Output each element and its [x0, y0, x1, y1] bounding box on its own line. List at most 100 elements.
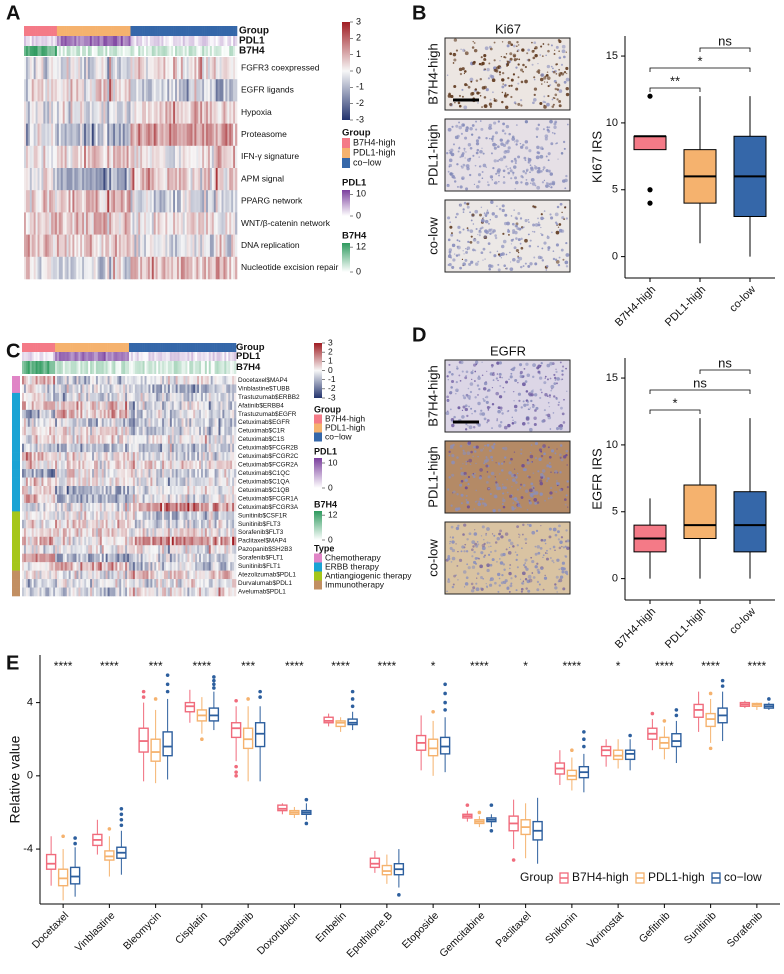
heatmap-cell [206, 234, 209, 258]
heatmap-cell [23, 376, 27, 385]
group-annotation-cell [70, 26, 73, 36]
heatmap-cell [117, 418, 120, 428]
heatmap-cell [84, 392, 87, 402]
heatmap-cell [183, 418, 186, 428]
heatmap-cell [229, 168, 232, 191]
heatmap-cell [169, 409, 173, 419]
heatmap-cell [45, 79, 48, 102]
heatmap-cell [136, 528, 140, 538]
group-annotation-cell [84, 343, 87, 352]
heatmap-cell [87, 234, 91, 258]
heatmap-cell [72, 477, 75, 487]
heatmap-cell [80, 57, 83, 80]
group-annotation-cell [24, 26, 27, 36]
heatmap-cell [142, 443, 145, 453]
heatmap-cell [116, 123, 120, 147]
tissue-texture [534, 223, 539, 227]
heatmap-cell [156, 401, 159, 411]
heatmap-cell [119, 392, 122, 402]
heatmap-cell [173, 426, 176, 436]
heatmap-cell [125, 460, 128, 470]
tissue-texture [565, 174, 568, 178]
heatmap-cell [171, 469, 175, 478]
heatmap-cell [156, 511, 159, 521]
heatmap-cell [68, 426, 71, 436]
heatmap-cell [179, 460, 182, 470]
heatmap-cell [230, 536, 233, 546]
heatmap-cell [150, 536, 153, 546]
pdl1-annotation-cell [138, 352, 141, 361]
heatmap-cell [25, 519, 29, 529]
tissue-texture [560, 152, 564, 155]
heatmap-cell [22, 376, 25, 385]
heatmap-cell [95, 234, 98, 258]
heatmap-cell [222, 502, 225, 512]
heatmap-cell [183, 477, 186, 487]
heatmap-cell [54, 123, 58, 147]
heatmap-cell [134, 234, 137, 258]
heatmap-cell [76, 494, 79, 504]
heatmap-cell [216, 486, 219, 495]
heatmap-cell [152, 494, 155, 504]
heatmap-cell [23, 519, 27, 529]
heatmap-cell [200, 392, 204, 402]
heatmap-cell [142, 477, 145, 487]
b7h4-annotation-cell [220, 361, 223, 374]
heatmap-cell [128, 145, 131, 169]
heatmap-cell [93, 79, 96, 102]
heatmap-cell [74, 426, 77, 436]
heatmap-cell [202, 384, 206, 394]
tissue-texture [495, 144, 498, 146]
y-tick-label: 10 [606, 117, 618, 129]
tissue-texture [488, 126, 492, 130]
heatmap-cell [25, 79, 29, 102]
heatmap-cell [84, 460, 87, 470]
heatmap-cell [221, 190, 224, 213]
heatmap-cell [187, 528, 190, 538]
pdl1-annotation-cell [97, 36, 100, 46]
heatmap-cell [156, 502, 159, 512]
heatmap-cell [49, 435, 52, 444]
tissue-texture [551, 105, 555, 108]
heatmap-cell [140, 376, 143, 385]
heatmap-cell [55, 545, 58, 554]
b7h4-annotation-cell [80, 46, 83, 56]
heatmap-cell [116, 212, 120, 235]
heatmap-cell [154, 519, 157, 529]
heatmap-cell [177, 452, 180, 461]
heatmap-cell [136, 123, 139, 147]
b7h4-annotation-cell [87, 46, 91, 56]
heatmap-cell [222, 409, 225, 419]
heatmap-cell [43, 477, 46, 487]
heatmap-cell [158, 409, 161, 419]
heatmap-cell [192, 256, 195, 280]
heatmap-cell [92, 494, 95, 504]
heatmap-cell [127, 511, 130, 521]
heatmap-cell [176, 168, 180, 191]
pdl1-annotation-cell [232, 352, 235, 361]
heatmap-cell [183, 376, 186, 385]
heatmap-cell [175, 502, 178, 512]
heatmap-cell [123, 469, 126, 478]
heatmap-cell [134, 190, 137, 213]
tissue-texture [489, 98, 492, 101]
heatmap-cell [199, 545, 202, 554]
group-annotation-cell [222, 343, 225, 352]
heatmap-cell [130, 545, 134, 554]
heatmap-cell [90, 545, 93, 554]
heatmap-cell [235, 168, 238, 191]
heatmap-cell [217, 123, 220, 147]
pdl1-annotation-cell [37, 352, 40, 361]
heatmap-cell [199, 384, 202, 394]
heatmap-cell [232, 426, 235, 436]
heatmap-cell [125, 536, 128, 546]
heatmap-cell [22, 486, 25, 495]
heatmap-cell [25, 384, 29, 394]
group-annotation-cell [226, 343, 229, 352]
heatmap-cell [117, 519, 120, 529]
heatmap-cell [82, 79, 85, 102]
heatmap-cell [88, 545, 91, 554]
heatmap-cell [175, 256, 178, 280]
pdl1-annotation-cell [140, 36, 143, 46]
